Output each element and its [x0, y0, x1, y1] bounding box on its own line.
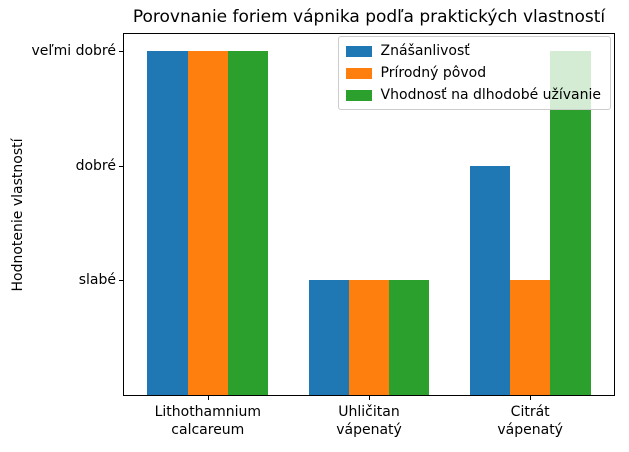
chart-title: Porovnanie foriem vápnika podľa praktick… [132, 7, 606, 27]
plot-area: Znášanlivosť Prírodný pôvod Vhodnosť na dl… [123, 33, 615, 396]
legend-swatch-icon [345, 45, 372, 57]
bar-1-series-1 [348, 280, 390, 395]
legend-label: Znášanlivosť [380, 43, 470, 59]
x-tick-mark [369, 396, 370, 400]
legend: Znášanlivosť Prírodný pôvod Vhodnosť na dl… [337, 36, 611, 110]
x-tick-mark [207, 396, 209, 400]
bar-0-series-2 [227, 51, 269, 395]
y-tick-label: slabé [78, 272, 116, 289]
y-tick-label: veľmi dobré [31, 43, 116, 60]
legend-swatch-icon [345, 89, 372, 101]
bar-1-series-0 [308, 280, 349, 395]
bar-0-series-1 [187, 51, 228, 395]
bar-1-series-2 [389, 280, 430, 395]
legend-item: Vhodnosť na dlhodobé užívanie [345, 86, 601, 104]
bar-2-series-0 [469, 165, 511, 395]
legend-label: Vhodnosť na dlhodobé užívanie [380, 87, 601, 103]
legend-swatch-icon [345, 67, 372, 79]
legend-item: Znášanlivosť [345, 42, 601, 60]
bar-2-series-1 [510, 280, 551, 395]
x-tick-label: Uhličitan vápenatý [336, 404, 402, 438]
legend-label: Prírodný pôvod [380, 65, 487, 81]
x-tick-mark [530, 396, 532, 400]
y-tick-label: dobré [75, 157, 116, 174]
y-tick-mark [119, 165, 123, 167]
x-tick-label: Lithothamnium calcareum [154, 404, 262, 438]
legend-item: Prírodný pôvod [345, 64, 601, 82]
y-tick-mark [119, 51, 123, 53]
y-tick-mark [119, 280, 123, 282]
x-tick-label: Citrát vápenatý [497, 404, 563, 438]
bar-0-series-0 [147, 51, 188, 395]
